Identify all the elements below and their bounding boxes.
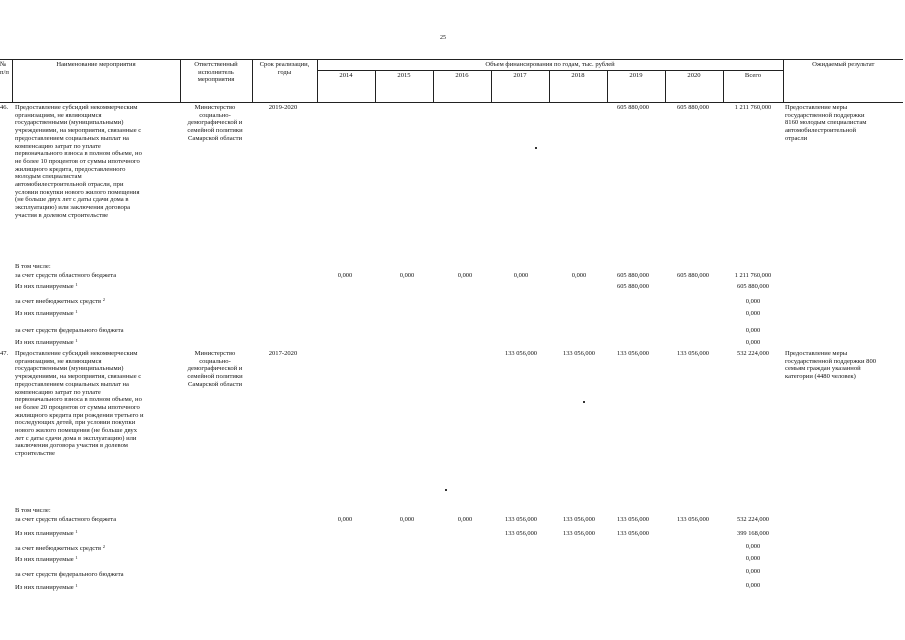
scan-speck [583, 401, 585, 403]
value-cell: 0,000 [399, 272, 415, 279]
value-cell: 0,000 [745, 582, 761, 589]
value-cell: 0,000 [513, 272, 529, 279]
value-cell: 605 880,000 [677, 272, 709, 279]
value-cell: 605 880,000 [677, 104, 709, 111]
value-cell: 133 056,000 [617, 516, 649, 523]
col-header-name: Наименование мероприятия [11, 59, 181, 103]
value-cell: 0,000 [457, 516, 473, 523]
funding-line-label: Из них планируемые 1 [15, 583, 78, 591]
value-cell: 133 056,000 [505, 350, 537, 357]
value-cell: 0,000 [745, 298, 761, 305]
value-cell: 0,000 [399, 516, 415, 523]
value-cell: 133 056,000 [563, 350, 595, 357]
value-cell: 532 224,000 [737, 516, 769, 523]
value-cell: 532 224,000 [737, 350, 769, 357]
funding-line-label: за счет внебюджетных средств 2 [15, 297, 106, 305]
funding-line-label: Из них планируемые 1 [15, 282, 78, 290]
header-table: № п/п Наименование мероприятия Ответстве… [0, 59, 904, 103]
year-header: 2020 [664, 69, 724, 103]
value-cell: 0,000 [571, 272, 587, 279]
year-header: 2016 [432, 69, 492, 103]
col-header-responsible: Ответственный исполнитель мероприятия [179, 59, 253, 103]
subtotal-intro: В том числе: [15, 507, 51, 514]
funding-line-label: Из них планируемые 1 [15, 529, 78, 537]
value-cell: 133 056,000 [505, 516, 537, 523]
value-cell: 605 880,000 [737, 283, 769, 290]
implementation-period: 2017-2020 [268, 350, 298, 357]
value-cell: 0,000 [457, 272, 473, 279]
row-number: 47. [0, 350, 9, 357]
value-cell: 605 880,000 [617, 283, 649, 290]
page-number: 25 [440, 35, 446, 41]
implementation-period: 2019-2020 [268, 104, 298, 111]
value-cell: 399 168,000 [737, 530, 769, 537]
funding-line-label: за счет средств федерального бюджета [15, 571, 124, 578]
measure-name: Предоставление субсидий некоммерческим о… [15, 350, 144, 458]
value-cell: 0,000 [337, 516, 353, 523]
value-cell: 1 211 760,000 [734, 104, 772, 111]
value-cell: 133 056,000 [563, 530, 595, 537]
value-cell: 0,000 [745, 555, 761, 562]
value-cell: 0,000 [745, 310, 761, 317]
col-header-result: Ожидаемый результат [782, 59, 904, 103]
value-cell: 133 056,000 [563, 516, 595, 523]
funding-line-label: Из них планируемые 1 [15, 338, 78, 346]
year-header: 2014 [316, 69, 376, 103]
measure-name: Предоставление субсидий некоммерческим о… [15, 104, 142, 219]
subtotal-intro: В том числе: [15, 263, 51, 270]
funding-line-label: за счет внебюджетных средств 2 [15, 544, 106, 552]
value-cell: 133 056,000 [617, 530, 649, 537]
value-cell: 605 880,000 [617, 272, 649, 279]
year-header: 2018 [548, 69, 608, 103]
year-header: 2017 [490, 69, 550, 103]
scan-speck [535, 147, 537, 149]
funding-line-label: Из них планируемые 1 [15, 309, 78, 317]
year-header: 2019 [606, 69, 666, 103]
responsible-executor: Министерство социально- демографической … [187, 350, 243, 388]
value-cell: 133 056,000 [505, 530, 537, 537]
responsible-executor: Министерство социально- демографической … [187, 104, 243, 142]
expected-result: Предоставление меры государственной подд… [785, 104, 867, 142]
col-header-financing: Объем финансирования по годам, тыс. рубл… [316, 59, 784, 71]
value-cell: 133 056,000 [677, 516, 709, 523]
value-cell: 605 880,000 [617, 104, 649, 111]
funding-line-label: за счет средств областного бюджета [15, 516, 117, 523]
funding-line-label: за счет средств областного бюджета [15, 272, 117, 279]
value-cell: 0,000 [745, 543, 761, 550]
funding-line-label: за счет средств федерального бюджета [15, 327, 124, 334]
value-cell: 0,000 [337, 272, 353, 279]
value-cell: 133 056,000 [677, 350, 709, 357]
scan-speck [445, 489, 447, 491]
value-cell: 0,000 [745, 327, 761, 334]
col-header-period: Срок реализации, годы [251, 59, 318, 103]
funding-line-label: Из них планируемые 1 [15, 555, 78, 563]
value-cell: 133 056,000 [617, 350, 649, 357]
value-cell: 0,000 [745, 568, 761, 575]
year-header: 2015 [374, 69, 434, 103]
year-header: Всего [722, 69, 784, 103]
value-cell: 1 211 760,000 [734, 272, 772, 279]
value-cell: 0,000 [745, 339, 761, 346]
row-number: 46. [0, 104, 9, 111]
expected-result: Предоставление меры государственной подд… [785, 350, 877, 381]
col-header-no: № п/п [0, 59, 13, 103]
